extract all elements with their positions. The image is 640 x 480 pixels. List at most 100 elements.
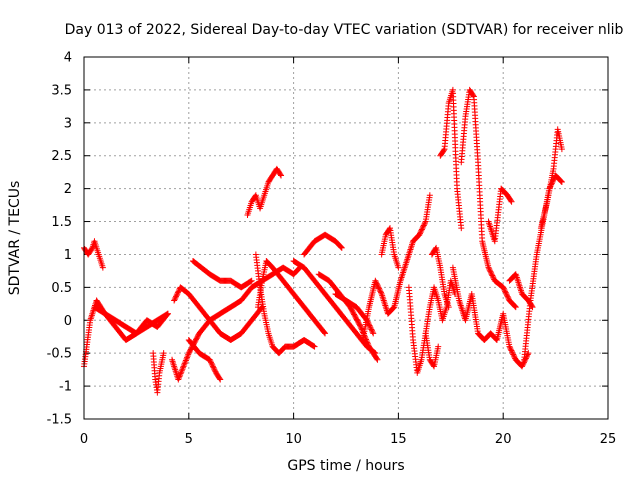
data-point (376, 285, 383, 292)
data-point (507, 346, 514, 353)
data-point (207, 358, 214, 365)
data-point (175, 376, 182, 383)
data-point (367, 325, 374, 332)
data-point (426, 192, 433, 199)
data-point (208, 360, 215, 367)
data-point (508, 198, 515, 205)
data-point (374, 356, 381, 363)
series-arc-s (422, 330, 442, 370)
data-point (500, 284, 507, 291)
data-point (357, 322, 364, 329)
y-axis-label: SDTVAR / TECUs (7, 181, 23, 296)
data-point (511, 302, 518, 309)
data-point (210, 364, 217, 371)
x-tick-label: 25 (600, 432, 617, 447)
data-point (182, 358, 189, 365)
data-point (363, 337, 370, 344)
data-point (179, 366, 186, 373)
data-point (171, 296, 178, 303)
data-point (558, 179, 565, 186)
x-axis-label: GPS time / hours (287, 458, 404, 474)
data-point (373, 280, 380, 287)
series-arc-c (91, 304, 171, 337)
data-point (420, 223, 427, 230)
data-point (370, 330, 377, 337)
data-point (419, 225, 426, 232)
x-tick-label: 10 (285, 432, 302, 447)
y-tick-label: 3.5 (51, 83, 72, 98)
plot-frame (83, 56, 609, 420)
data-point (185, 351, 192, 358)
data-point (435, 343, 442, 350)
data-point (295, 266, 302, 273)
data-point (418, 226, 425, 233)
data-point (368, 327, 375, 334)
chart-title: Day 013 of 2022, Sidereal Day-to-day VTE… (65, 22, 624, 38)
data-point (368, 326, 375, 333)
data-point (374, 281, 381, 288)
data-point (358, 325, 365, 332)
grid (84, 57, 608, 419)
data-point (373, 355, 380, 362)
y-tick-label: 1.5 (51, 215, 72, 230)
data-point (389, 305, 396, 312)
data-point (390, 304, 397, 311)
data-point (377, 288, 384, 295)
series-arc-z (521, 172, 565, 363)
data-point (178, 367, 185, 374)
data-point (337, 243, 344, 250)
y-tick-label: -0.5 (47, 347, 72, 362)
data-point (488, 271, 495, 278)
data-point (503, 292, 510, 299)
data-point (179, 364, 186, 371)
data-point (175, 288, 182, 295)
data-point (511, 354, 518, 361)
data-point (208, 359, 215, 366)
series-arc-d (150, 350, 167, 396)
data-point (175, 375, 182, 382)
data-point (181, 360, 188, 367)
series-arc-w (449, 264, 532, 370)
data-point (416, 231, 423, 238)
series-arc-t (428, 244, 452, 311)
data-point (510, 352, 517, 359)
series-arc-p (359, 192, 433, 344)
series-arc-u (437, 86, 465, 232)
axis-ticks: 0 5 10 15 20 25 -1.5 -1 -0.5 0 0.5 1 1.5 2 2.5 3 3.5 4 (47, 51, 617, 448)
data-point (174, 289, 181, 296)
data-point (430, 362, 437, 369)
data-point (558, 146, 565, 153)
data-points (81, 86, 565, 396)
data-point (488, 269, 495, 276)
series-arc-x (485, 185, 515, 245)
x-tick-label: 0 (80, 432, 88, 447)
series-arc-q (378, 225, 402, 271)
data-point (509, 350, 516, 357)
series-arc-h (185, 337, 224, 383)
data-point (493, 336, 500, 343)
data-point (507, 344, 514, 351)
data-point (505, 294, 512, 301)
data-point (182, 357, 189, 364)
data-point (366, 322, 373, 329)
data-point (160, 350, 167, 357)
data-point (164, 311, 171, 318)
data-point (432, 245, 439, 252)
data-point (372, 277, 379, 284)
data-point (374, 283, 381, 290)
data-point (176, 373, 183, 380)
data-point (519, 363, 526, 370)
data-point (217, 376, 224, 383)
data-point (376, 286, 383, 293)
series-arc-n (315, 271, 381, 363)
data-point (248, 277, 255, 284)
data-point (173, 293, 180, 300)
series-arc-k (252, 251, 318, 357)
data-point (209, 362, 216, 369)
y-tick-label: 2 (64, 182, 72, 197)
data-point (417, 229, 424, 236)
data-point (489, 272, 496, 279)
data-point (508, 347, 515, 354)
data-point (216, 375, 223, 382)
data-point (360, 329, 367, 336)
